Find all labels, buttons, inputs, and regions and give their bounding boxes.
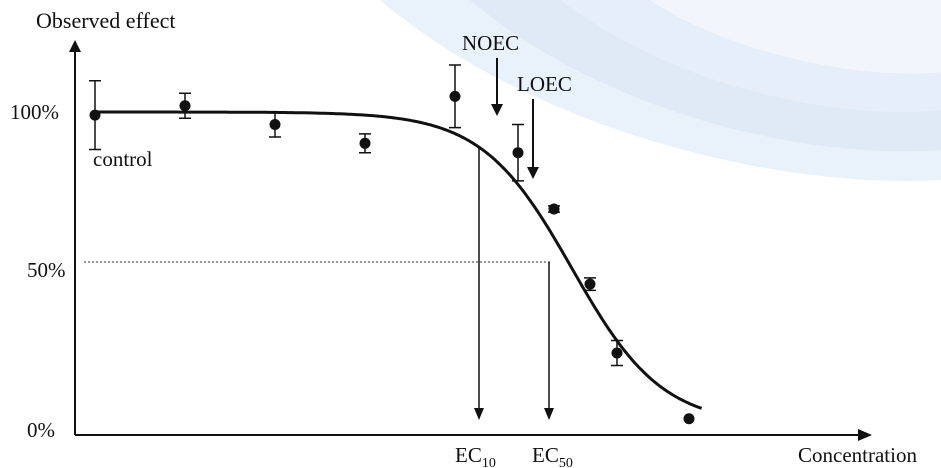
ec10-arrow-head: [474, 408, 484, 420]
noec-label: NOEC: [462, 31, 519, 55]
ec50-arrow-head: [544, 408, 554, 420]
fitted-curve: [95, 110, 703, 410]
ec10-label: EC10: [455, 443, 496, 468]
data-point-8: [584, 278, 596, 290]
data-point-10: [683, 413, 695, 425]
data-point-2: [179, 100, 191, 112]
data-points: [89, 64, 695, 425]
data-point-1: [89, 109, 101, 121]
data-point-5: [449, 90, 461, 102]
x-axis-arrow: [858, 429, 872, 441]
x-axis-label: Concentration: [798, 443, 917, 467]
y-tick-label-50: 50%: [27, 258, 66, 282]
y-axis-label: Observed effect: [36, 8, 175, 33]
ec50-label: EC50: [532, 443, 573, 468]
y-axis-arrow: [69, 40, 81, 52]
noec-arrow-head: [491, 104, 503, 116]
control-label: control: [93, 147, 153, 171]
y-tick-label-0: 0%: [27, 418, 55, 442]
loec-arrow-head: [527, 167, 539, 179]
data-point-4: [359, 137, 371, 149]
data-point-3: [269, 119, 281, 131]
data-point-6: [512, 147, 524, 159]
background-waves: [380, 0, 941, 181]
loec-label: LOEC: [517, 72, 572, 96]
data-point-9: [611, 347, 623, 359]
y-tick-label-100: 100%: [10, 100, 59, 124]
data-point-7: [548, 203, 560, 215]
